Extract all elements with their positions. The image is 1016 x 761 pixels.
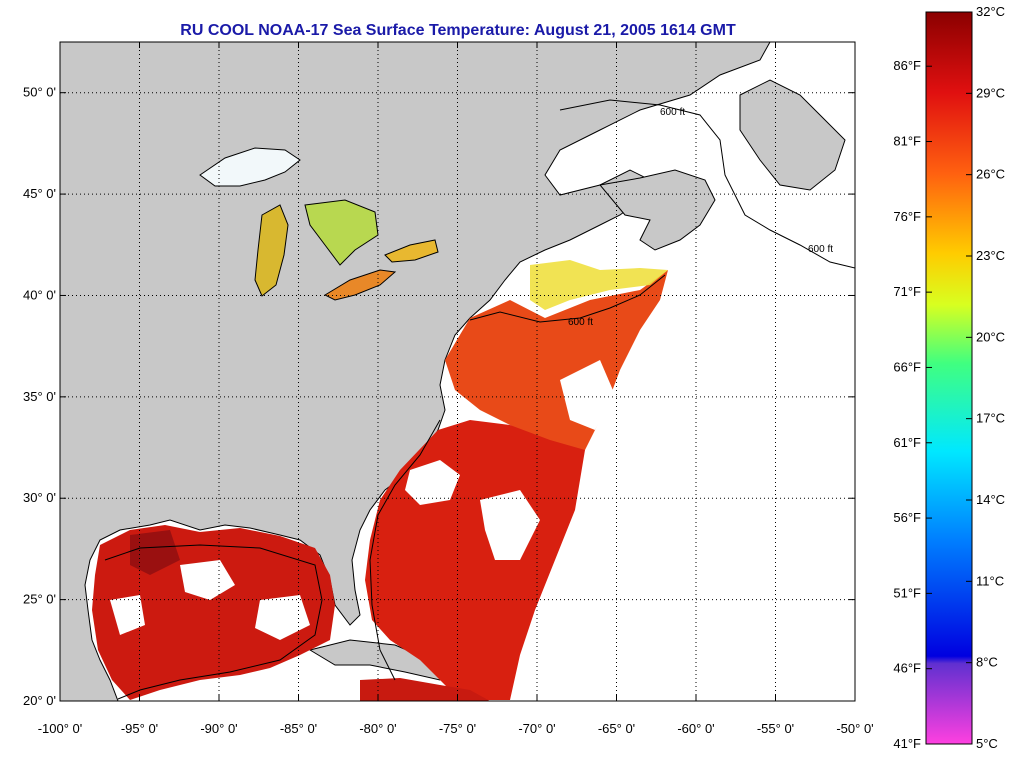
colorbar-c-label: 29°C	[976, 85, 1005, 100]
sst-map: 600 ft 600 ft 600 ft 50° 0' 45° 0' 40° 0' 3…	[23, 41, 874, 736]
lat-label: 40° 0'	[23, 287, 56, 302]
contour-label-shelf: 600 ft	[568, 317, 593, 328]
lat-label: 35° 0'	[23, 389, 56, 404]
sst-swath-cloud2	[480, 490, 540, 560]
contour-600ft-south	[369, 419, 441, 681]
colorbar-c-label: 17°C	[976, 411, 1005, 426]
lake-huron	[304, 199, 379, 266]
lake-erie	[323, 269, 397, 301]
contour-600ft-north	[559, 99, 855, 269]
colorbar-c-label: 26°C	[976, 167, 1005, 182]
colorbar-c-label: 11°C	[976, 573, 1004, 588]
lon-label: -95° 0'	[121, 721, 158, 736]
lon-label: -60° 0'	[677, 721, 714, 736]
lat-label: 30° 0'	[23, 490, 56, 505]
colorbar-c-label: 14°C	[976, 492, 1005, 507]
lon-label: -65° 0'	[598, 721, 635, 736]
lake-michigan	[254, 204, 289, 297]
lat-label: 45° 0'	[23, 186, 56, 201]
sst-swath-cloud1	[405, 460, 460, 505]
contour-600ft-gulf	[104, 544, 323, 700]
contour-label-east: 600 ft	[808, 244, 833, 255]
lon-label: -100° 0'	[38, 721, 83, 736]
lon-label: -90° 0'	[200, 721, 237, 736]
colorbar-c-label: 32°C	[976, 4, 1005, 19]
colorbar-c-label: 8°C	[976, 655, 998, 670]
lat-label: 20° 0'	[23, 693, 56, 708]
lake-ontario	[384, 239, 439, 263]
graticule	[60, 42, 855, 701]
lat-label: 25° 0'	[23, 592, 56, 607]
sst-swath-north	[445, 270, 668, 470]
colorbar-c-label: 23°C	[976, 248, 1005, 263]
sst-gulf-warm	[130, 530, 180, 575]
lon-label: -85° 0'	[280, 721, 317, 736]
contour-label-north: 600 ft	[660, 107, 685, 118]
sst-gulf-cloud3	[110, 595, 145, 635]
maritimes-land	[599, 169, 716, 251]
axis-labels: 50° 0' 45° 0' 40° 0' 35° 0' 30° 0' 25° 0' 20° …	[23, 42, 874, 736]
newfoundland-land	[739, 79, 846, 191]
sst-gulf-cloud1	[180, 560, 235, 600]
map-title: RU COOL NOAA-17 Sea Surface Temperature:…	[180, 22, 736, 39]
sst-gulf-cloud2	[255, 595, 310, 640]
colorbar-scale	[925, 11, 973, 745]
lake-superior	[199, 147, 301, 187]
sst-swath-shelf	[530, 260, 668, 310]
colorbar-c-label: 20°C	[976, 329, 1005, 344]
sst-swath-cloud3	[560, 360, 615, 430]
lat-label: 50° 0'	[23, 85, 56, 100]
lon-label: -70° 0'	[518, 721, 555, 736]
lon-label: -80° 0'	[359, 721, 396, 736]
lon-label: -75° 0'	[439, 721, 476, 736]
lon-label: -55° 0'	[757, 721, 794, 736]
colorbar-c-label: 5°C	[976, 736, 998, 751]
lon-label: -50° 0'	[836, 721, 873, 736]
